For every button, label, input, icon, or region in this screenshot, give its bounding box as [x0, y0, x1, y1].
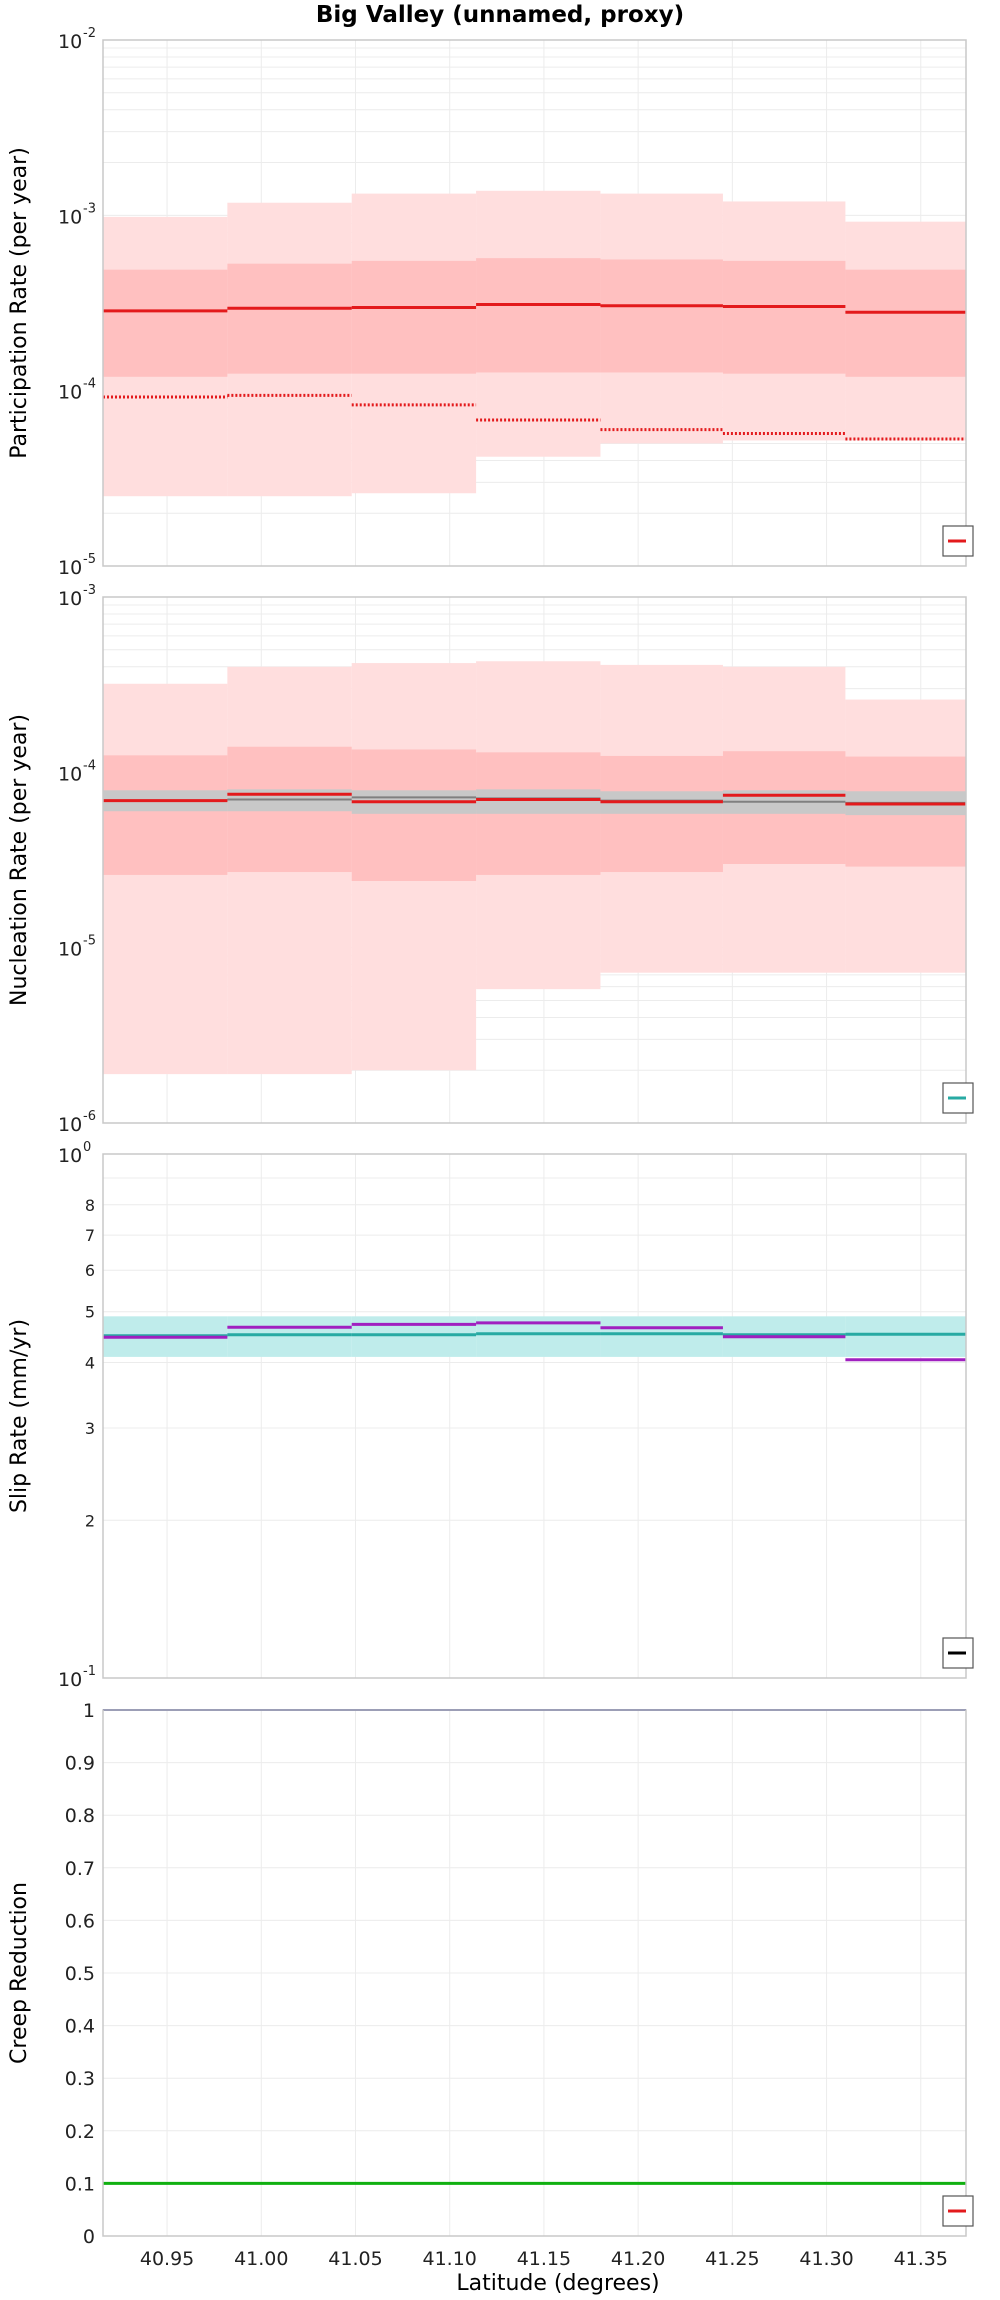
y-axis-label: Nucleation Rate (per year) — [7, 714, 32, 1006]
y-minor-tick-label: 3 — [85, 1419, 95, 1438]
y-tick-label: 10 -2 — [58, 26, 96, 53]
y-tick-label: 0.4 — [65, 2016, 95, 2038]
plot-frame — [102, 1709, 967, 2237]
y-tick-label: 10 0 — [58, 1140, 91, 1167]
y-tick-exponent: 0 — [83, 1140, 91, 1155]
y-tick-label: 10 -3 — [58, 201, 96, 228]
confidence-band-inner — [103, 269, 228, 377]
confidence-band-inner — [351, 749, 477, 882]
confidence-band-inner — [103, 755, 228, 875]
cyan-band — [600, 1316, 723, 1357]
y-tick-base: 10 — [58, 31, 82, 53]
y-tick-base: 10 — [58, 1669, 82, 1691]
y-tick-label: 0.7 — [65, 1858, 95, 1880]
y-axis-label: Slip Rate (mm/yr) — [7, 1319, 32, 1513]
gray-band — [476, 789, 601, 814]
plot-frame — [102, 1153, 967, 1679]
y-tick-exponent: -5 — [83, 934, 96, 949]
y-tick-base: 10 — [58, 588, 82, 610]
y-tick-exponent: -3 — [83, 583, 96, 598]
y-tick-label: 0.6 — [65, 1910, 95, 1932]
y-tick-label: 10 -4 — [58, 758, 96, 785]
confidence-band-inner — [722, 260, 846, 374]
y-tick-exponent: -6 — [83, 1109, 96, 1124]
y-tick-label: 0.9 — [65, 1753, 95, 1775]
y-tick-exponent: -4 — [83, 377, 96, 392]
confidence-band-inner — [845, 269, 966, 377]
cyan-band — [845, 1316, 966, 1357]
cyan-band — [227, 1316, 352, 1357]
x-tick-label: 41.20 — [611, 2248, 665, 2270]
y-tick-label: 10 -5 — [58, 552, 96, 579]
y-tick-exponent: -2 — [83, 26, 96, 41]
plot-frame — [102, 596, 967, 1124]
y-tick-label: 0 — [83, 2226, 95, 2248]
y-tick-label: 10 -6 — [58, 1109, 96, 1136]
y-tick-label: 0.5 — [65, 1963, 95, 1985]
y-tick-base: 10 — [58, 206, 82, 228]
y-minor-tick-label: 6 — [85, 1261, 95, 1280]
y-tick-base: 10 — [58, 557, 82, 579]
x-tick-label: 41.05 — [328, 2248, 382, 2270]
cyan-band — [351, 1316, 477, 1357]
y-tick-exponent: -4 — [83, 758, 96, 773]
y-tick-label: 10 -5 — [58, 934, 96, 961]
y-tick-label: 10 -4 — [58, 377, 96, 404]
y-minor-tick-label: 4 — [85, 1354, 95, 1373]
x-tick-label: 41.15 — [517, 2248, 571, 2270]
x-axis-label: Latitude (degrees) — [456, 2271, 659, 2296]
y-tick-base: 10 — [58, 1114, 82, 1136]
x-tick-label: 41.35 — [894, 2248, 948, 2270]
y-tick-label: 0.1 — [65, 2173, 95, 2195]
confidence-band-inner — [600, 259, 723, 373]
y-tick-exponent: -3 — [83, 201, 96, 216]
x-tick-label: 40.95 — [140, 2248, 194, 2270]
panel-creep: 0 0.1 0.2 0.3 0.4 0.5 0.6 0.7 0.8 0.9 1 Creep Reduc… — [7, 1700, 974, 2248]
confidence-band-inner — [227, 263, 352, 374]
y-tick-label: 1 — [83, 1700, 95, 1722]
confidence-band-inner — [351, 260, 477, 374]
chart-title: Big Valley (unnamed, proxy) — [316, 2, 684, 28]
y-tick-label: 0.3 — [65, 2068, 95, 2090]
y-tick-exponent: -1 — [83, 1664, 96, 1679]
y-axis-label: Participation Rate (per year) — [7, 147, 32, 459]
x-tick-label: 41.00 — [234, 2248, 288, 2270]
confidence-band-outer — [103, 683, 228, 1075]
y-tick-label: 10 -1 — [58, 1664, 96, 1691]
y-minor-tick-label: 7 — [85, 1226, 95, 1245]
y-tick-label: 0.8 — [65, 1805, 95, 1827]
confidence-band-inner — [476, 258, 601, 373]
y-minor-tick-label: 2 — [85, 1511, 95, 1530]
y-tick-base: 10 — [58, 763, 82, 785]
y-axis-label: Creep Reduction — [7, 1882, 32, 2064]
y-minor-tick-label: 8 — [85, 1196, 95, 1215]
confidence-band-inner — [600, 755, 723, 873]
x-tick-label: 41.30 — [799, 2248, 853, 2270]
y-minor-tick-label: 5 — [85, 1303, 95, 1322]
x-tick-label: 41.10 — [423, 2248, 477, 2270]
y-tick-label: 10 -3 — [58, 583, 96, 610]
y-tick-base: 10 — [58, 1145, 82, 1167]
y-tick-exponent: -5 — [83, 552, 96, 567]
y-tick-base: 10 — [58, 382, 82, 404]
y-tick-label: 0.2 — [65, 2121, 95, 2143]
plot-frame — [102, 39, 967, 567]
x-tick-label: 41.25 — [705, 2248, 759, 2270]
y-tick-base: 10 — [58, 939, 82, 961]
